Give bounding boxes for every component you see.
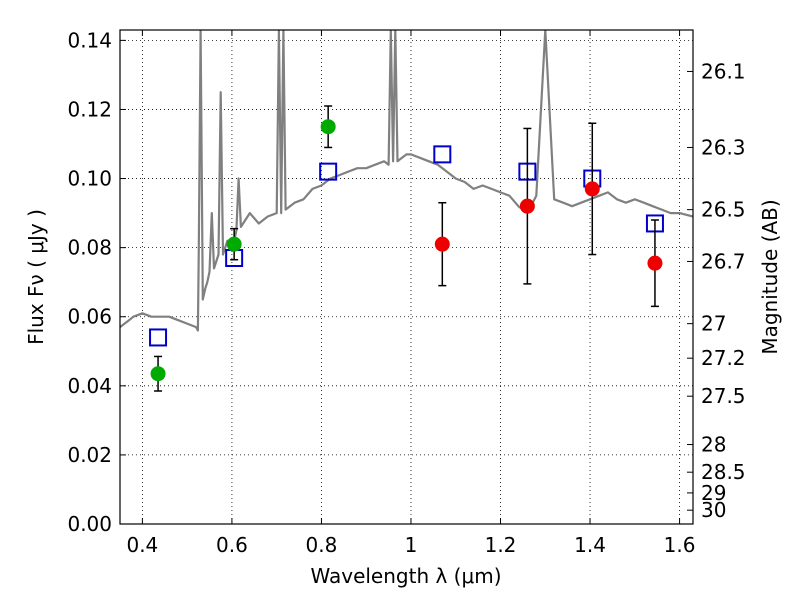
model-point-square: [149, 328, 168, 347]
model-point-square: [433, 145, 452, 164]
right-tick-label: 27.5: [701, 384, 746, 408]
y-tick-label: 0.02: [67, 443, 112, 467]
x-axis-ticks: 0.4 0.6 0.8 1 1.2 1.4 1.6: [126, 30, 695, 557]
right-tick-label: 28: [701, 433, 726, 457]
photometry-points: [149, 105, 664, 392]
x-tick-label: 0.4: [126, 533, 158, 557]
model-point-square: [319, 162, 338, 181]
plot-frame: [119, 29, 694, 525]
x-tick-label: 1.4: [574, 533, 606, 557]
x-tick-label: 0.8: [306, 533, 338, 557]
observed-point: [226, 236, 242, 252]
right-axis-label: Magnitude (AB): [758, 199, 782, 354]
y-axis-label: Flux Fν ( μJy ): [24, 209, 48, 345]
right-tick-label: 26.3: [701, 135, 746, 159]
right-tick-label: 26.5: [701, 198, 746, 222]
grid: [120, 30, 693, 525]
x-axis-label: Wavelength λ (μm): [310, 564, 501, 588]
x-tick-label: 0.6: [216, 533, 248, 557]
y-tick-label: 0.10: [67, 167, 112, 191]
right-tick-label: 28.5: [701, 460, 746, 484]
y-axis-ticks: 0.00 0.02 0.04 0.06 0.08 0.10 0.12 0.14: [67, 28, 126, 536]
y-tick-label: 0.06: [67, 305, 112, 329]
y-tick-label: 0.00: [67, 512, 112, 536]
observed-point: [647, 255, 663, 271]
observed-point: [150, 366, 166, 382]
y-tick-label: 0.14: [67, 28, 112, 52]
observed-point: [584, 181, 600, 197]
right-tick-label: 30: [701, 498, 726, 522]
x-tick-label: 1.6: [664, 533, 696, 557]
y-tick-label: 0.08: [67, 236, 112, 260]
observed-point: [320, 119, 336, 135]
x-tick-label: 1: [405, 533, 418, 557]
y-tick-label: 0.12: [67, 97, 112, 121]
observed-point: [519, 198, 535, 214]
right-tick-label: 26.7: [701, 249, 746, 273]
right-tick-label: 29: [701, 481, 726, 505]
y-tick-label: 0.04: [67, 374, 112, 398]
spectrum-line: [120, 30, 693, 332]
right-tick-label: 27.2: [701, 346, 746, 370]
right-tick-label: 26.1: [701, 59, 746, 83]
x-tick-label: 1.2: [485, 533, 517, 557]
model-spectrum: [120, 30, 693, 332]
right-tick-label: 27: [701, 312, 726, 336]
observed-point: [434, 236, 450, 252]
